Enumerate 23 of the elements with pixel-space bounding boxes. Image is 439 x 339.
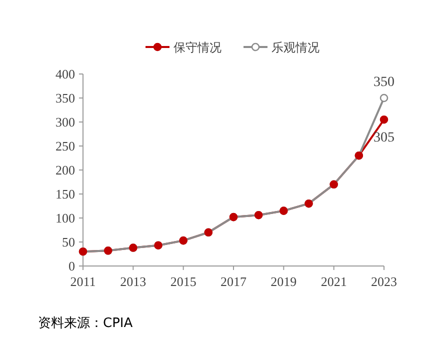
y-tick-label: 350 <box>56 90 75 106</box>
data-label: 350 <box>374 75 394 90</box>
point <box>380 94 388 102</box>
y-tick-label: 400 <box>56 66 75 82</box>
y-tick-label: 150 <box>56 186 75 202</box>
x-tick-label: 2019 <box>270 274 297 289</box>
x-tick-label: 2023 <box>371 274 397 289</box>
text: 资料来源：CPIA <box>38 316 133 331</box>
data-label: 305 <box>374 130 394 146</box>
x-tick-label: 2015 <box>170 274 196 289</box>
y-tick-label: 0 <box>68 258 75 274</box>
point <box>380 115 388 124</box>
x-tick-label: 2021 <box>320 274 347 289</box>
legend-label: 保守情况 <box>174 40 222 54</box>
y-tick-label: 300 <box>56 114 75 130</box>
y-tick-label: 250 <box>56 138 75 154</box>
x-tick-label: 2013 <box>120 274 146 289</box>
y-tick-label: 100 <box>56 210 75 226</box>
y-tick-label: 50 <box>62 234 75 250</box>
legend-label: 乐观情况 <box>272 40 320 54</box>
x-tick-label: 2011 <box>70 274 96 289</box>
x-tick-label: 2017 <box>220 274 247 289</box>
y-tick-label: 200 <box>56 162 75 178</box>
